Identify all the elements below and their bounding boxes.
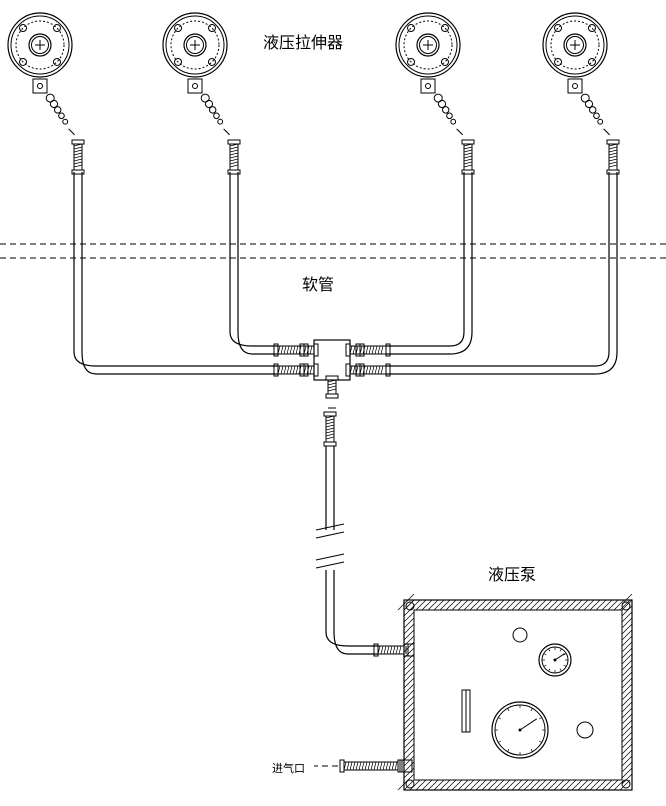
hydraulic-pump <box>314 594 632 790</box>
label-hose: 软管 <box>302 276 334 294</box>
center-pipe <box>316 412 408 656</box>
label-inlet: 进气口 <box>272 761 305 775</box>
tensioner-3 <box>396 13 474 174</box>
tensioner-4 <box>543 13 619 174</box>
label-pump: 液压泵 <box>488 566 536 584</box>
manifold-block <box>300 340 364 412</box>
hydraulic-system-diagram: 液压拉伸器 软管 液压泵 进气口 <box>0 0 666 806</box>
label-tensioners: 液压拉伸器 <box>263 34 343 52</box>
tensioner-1 <box>8 13 84 174</box>
tensioner-2 <box>163 13 240 174</box>
